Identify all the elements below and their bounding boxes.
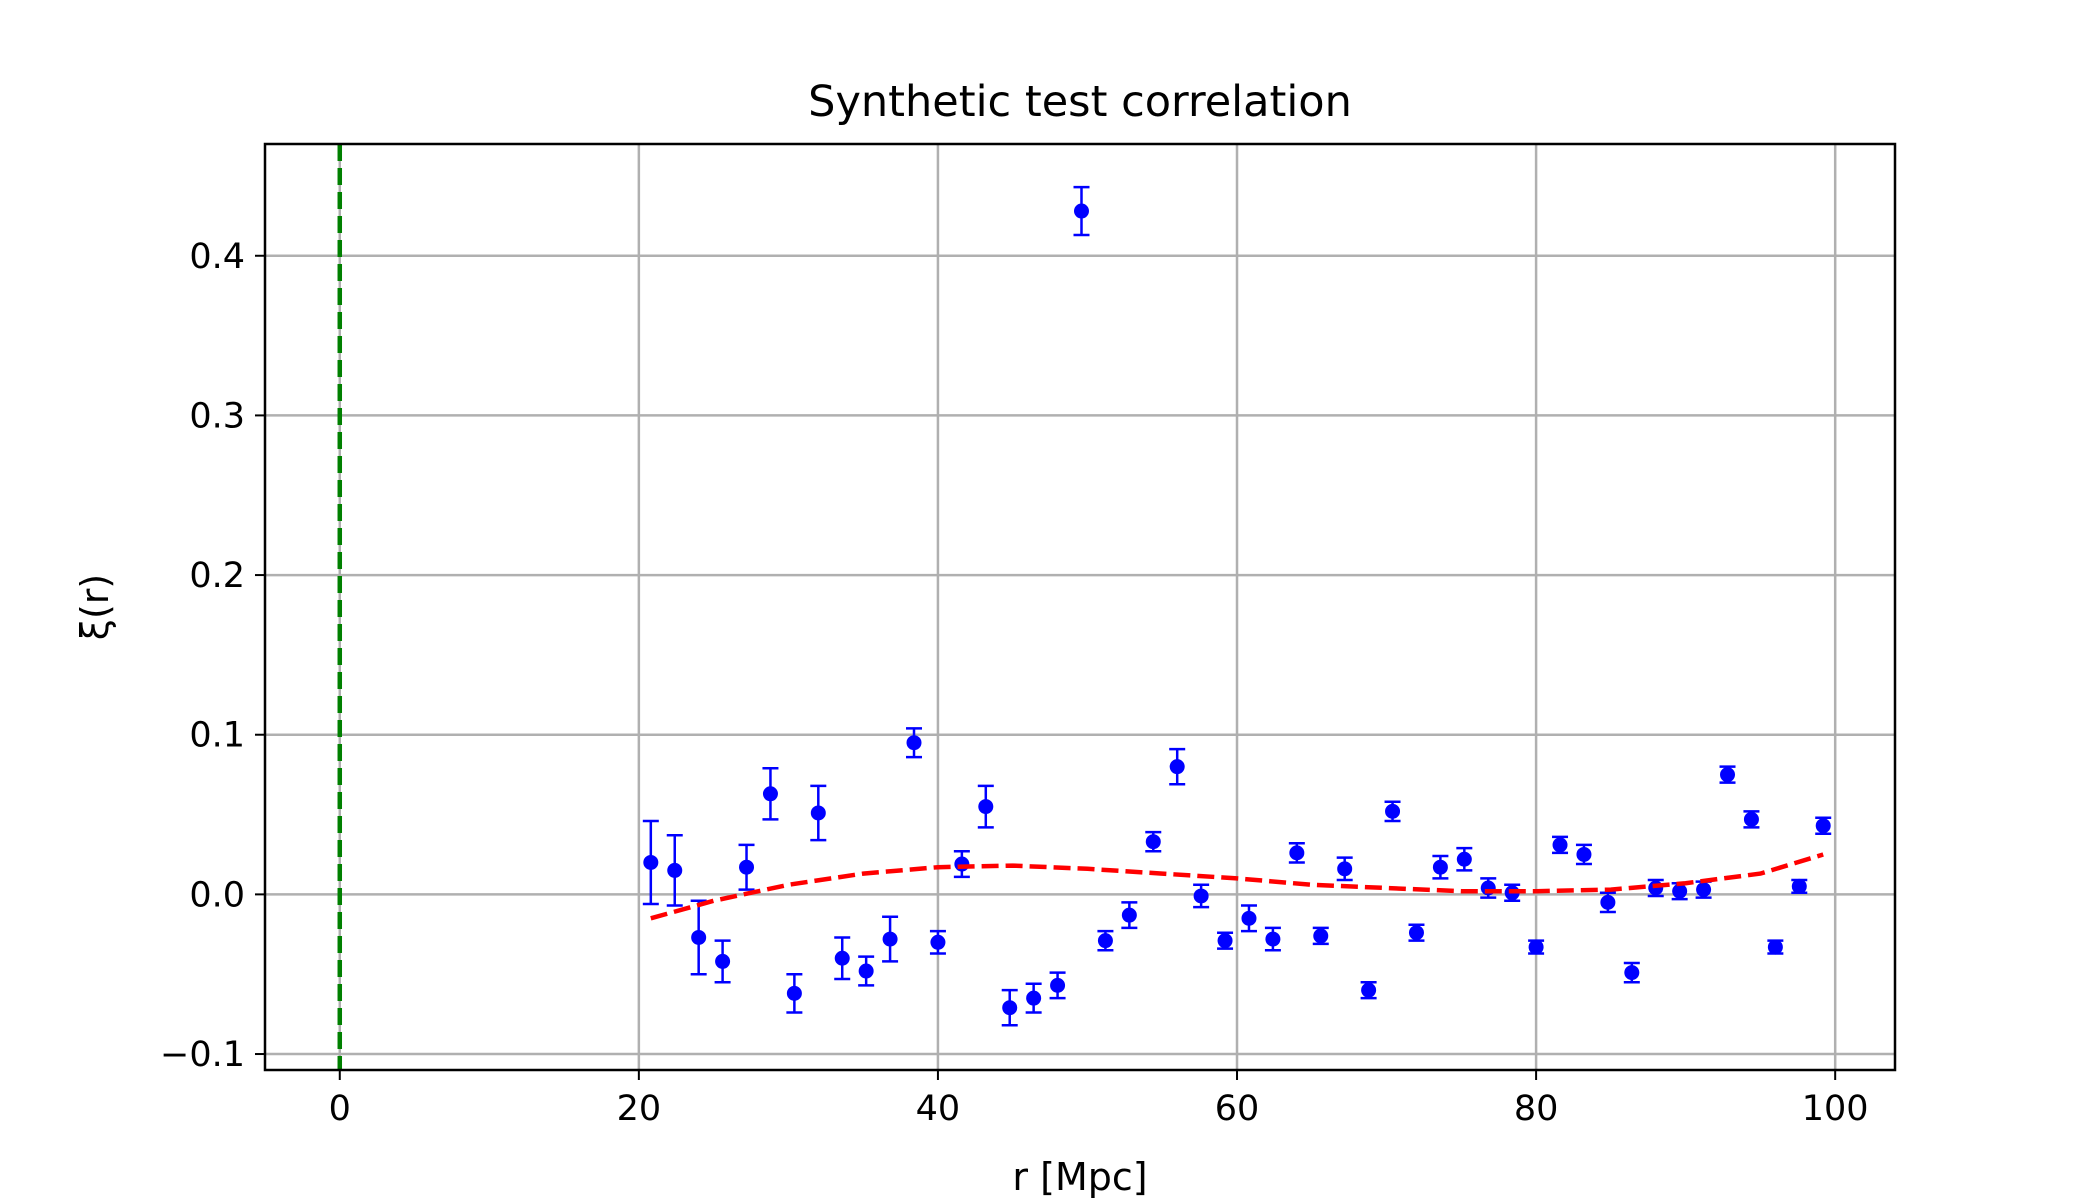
data-point	[1073, 203, 1089, 219]
x-tick-label: 80	[1514, 1089, 1559, 1129]
data-point	[1696, 882, 1712, 898]
data-point	[1552, 837, 1568, 853]
data-point	[810, 805, 826, 821]
data-point	[1145, 834, 1161, 850]
data-point	[1576, 846, 1592, 862]
fit-curve-layer	[650, 852, 1824, 921]
x-axis-ticks: 0 20 40 60 80 100	[329, 1070, 1869, 1129]
chart-title: Synthetic test correlation	[808, 77, 1352, 127]
data-point	[715, 953, 731, 969]
data-point	[1791, 878, 1807, 894]
data-point	[1672, 883, 1688, 899]
data-point	[1097, 933, 1113, 949]
y-tick-label: 0.1	[189, 716, 245, 756]
data-point	[930, 934, 946, 950]
x-tick-label: 40	[916, 1089, 961, 1129]
x-axis-label: r [Mpc]	[1012, 1155, 1147, 1199]
data-point	[1456, 851, 1472, 867]
data-point	[667, 862, 683, 878]
y-tick-label: 0.2	[189, 556, 245, 596]
x-tick-label: 100	[1802, 1089, 1869, 1129]
data-point	[1528, 939, 1544, 955]
y-tick-label: −0.1	[160, 1035, 245, 1075]
data-point	[858, 963, 874, 979]
data-point	[978, 799, 994, 815]
data-point	[739, 859, 755, 875]
data-point	[1600, 894, 1616, 910]
x-tick-label: 20	[617, 1089, 662, 1129]
y-axis-ticks: −0.1 0.0 0.1 0.2 0.3 0.4	[160, 237, 265, 1075]
data-point	[882, 931, 898, 947]
data-point	[691, 929, 707, 945]
data-point	[786, 985, 802, 1001]
y-axis-label: ξ(r)	[73, 574, 117, 640]
data-point	[1720, 767, 1736, 783]
y-tick-label: 0.0	[189, 875, 245, 915]
data-point	[1743, 811, 1759, 827]
data-point	[1289, 845, 1305, 861]
data-point	[1241, 910, 1257, 926]
y-tick-label: 0.3	[189, 396, 245, 436]
data-point	[1313, 928, 1329, 944]
data-point	[1265, 931, 1281, 947]
data-point	[1193, 888, 1209, 904]
data-points	[643, 203, 1831, 1016]
data-point	[954, 856, 970, 872]
data-point	[1026, 990, 1042, 1006]
grid-lines	[265, 144, 1895, 1070]
x-tick-label: 0	[329, 1089, 351, 1129]
x-tick-label: 60	[1215, 1089, 1260, 1129]
data-point	[1217, 933, 1233, 949]
data-point	[906, 735, 922, 751]
y-tick-label: 0.4	[189, 237, 245, 277]
data-point	[1169, 759, 1185, 775]
data-point	[1815, 818, 1831, 834]
data-point	[1002, 1000, 1018, 1016]
data-point	[834, 950, 850, 966]
data-point	[643, 854, 659, 870]
data-point	[1624, 965, 1640, 981]
data-point	[1767, 939, 1783, 955]
data-point	[1361, 982, 1377, 998]
data-point	[1121, 907, 1137, 923]
data-point	[1050, 977, 1066, 993]
data-point	[1432, 859, 1448, 875]
data-point	[1337, 861, 1353, 877]
fit-curve	[650, 852, 1824, 921]
plot-frame	[263, 142, 1897, 1072]
data-point	[1408, 925, 1424, 941]
data-point	[762, 786, 778, 802]
data-point	[1385, 803, 1401, 819]
